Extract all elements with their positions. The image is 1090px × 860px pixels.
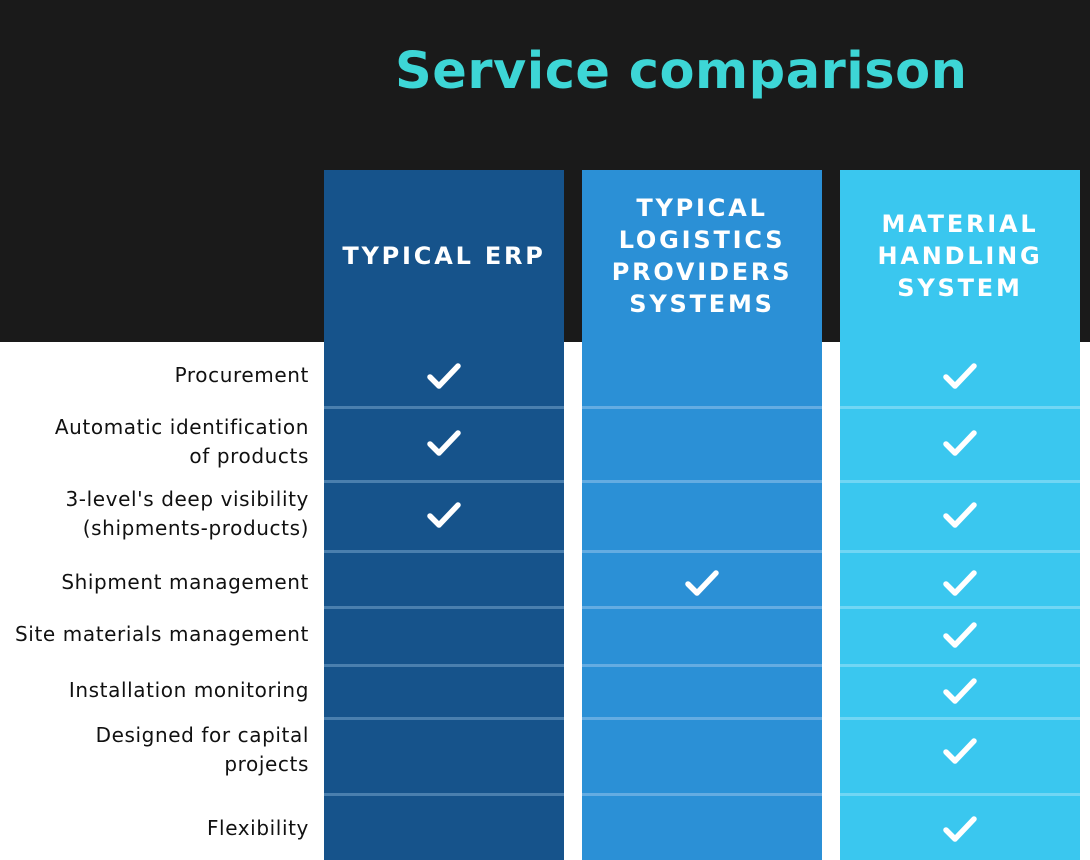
column-header: TYPICAL ERP <box>342 242 546 270</box>
column-header: TYPICAL LOGISTICS PROVIDERS SYSTEMS <box>611 194 793 318</box>
row-label: Shipment management <box>61 569 309 594</box>
column-typical-erp: TYPICAL ERP <box>324 170 564 860</box>
page-title: Service comparison <box>395 42 968 101</box>
row-divider <box>840 793 1080 796</box>
row-label: Flexibility <box>206 815 309 840</box>
row-divider <box>582 606 822 609</box>
checkmark-icon <box>427 363 461 389</box>
row-label: Designed for capital projects <box>95 723 309 776</box>
checkmark-icon <box>943 502 977 528</box>
checkmark-icon <box>943 678 977 704</box>
checkmark-icon <box>943 816 977 842</box>
row-divider <box>582 480 822 483</box>
row-divider <box>324 606 564 609</box>
checkmark-icon <box>427 502 461 528</box>
row-divider <box>840 606 1080 609</box>
checkmark-icon <box>943 570 977 596</box>
row-divider <box>582 664 822 667</box>
row-divider <box>840 406 1080 409</box>
row-divider <box>582 550 822 553</box>
row-divider <box>324 406 564 409</box>
checkmark-icon <box>685 570 719 596</box>
row-divider <box>582 793 822 796</box>
row-divider <box>324 550 564 553</box>
row-divider <box>582 717 822 720</box>
checkmark-icon <box>943 363 977 389</box>
column-header: MATERIAL HANDLING SYSTEM <box>877 210 1043 302</box>
checkmark-icon <box>943 622 977 648</box>
row-divider <box>324 664 564 667</box>
row-divider <box>840 550 1080 553</box>
row-divider <box>840 717 1080 720</box>
checkmark-icon <box>943 738 977 764</box>
row-label: Site materials management <box>15 621 309 646</box>
checkmark-icon <box>943 430 977 456</box>
row-label: Automatic identification of products <box>54 415 309 468</box>
checkmark-icon <box>427 430 461 456</box>
column-typical-logistics: TYPICAL LOGISTICS PROVIDERS SYSTEMS <box>582 170 822 860</box>
row-divider <box>324 717 564 720</box>
row-divider <box>324 793 564 796</box>
row-label: Installation monitoring <box>68 677 309 702</box>
row-divider <box>840 664 1080 667</box>
row-divider <box>582 406 822 409</box>
column-material-handling: MATERIAL HANDLING SYSTEM <box>840 170 1080 860</box>
row-label: Procurement <box>174 362 309 387</box>
row-divider <box>324 480 564 483</box>
row-label: 3-level's deep visibility (shipments-pro… <box>65 487 309 540</box>
row-divider <box>840 480 1080 483</box>
